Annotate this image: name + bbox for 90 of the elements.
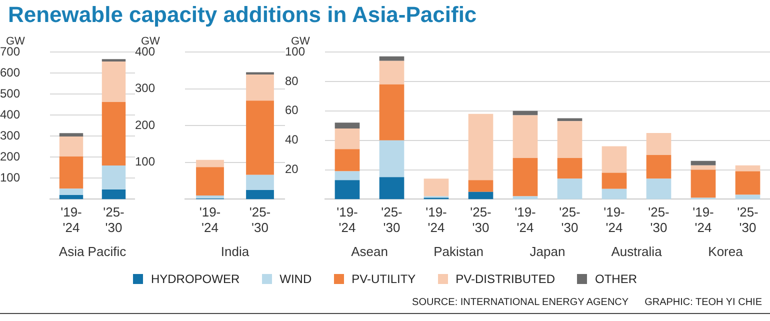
y-tick-label: 60	[285, 103, 299, 118]
bar	[379, 140, 404, 178]
bar	[102, 190, 126, 200]
bar	[512, 110, 538, 116]
bar	[196, 196, 224, 198]
bar	[512, 158, 538, 196]
y-tick-label: 600	[0, 65, 20, 80]
x-tick-label: '19-'24	[692, 204, 714, 236]
bar	[468, 192, 494, 200]
x-tick-label: '25-'30	[648, 204, 670, 236]
bar	[646, 155, 672, 179]
bar	[557, 118, 582, 122]
bar	[59, 188, 84, 195]
bar	[196, 167, 224, 196]
x-tick-label: '19-'24	[336, 204, 358, 236]
y-tick-label: 40	[285, 132, 299, 147]
bar	[59, 156, 84, 189]
bar	[102, 102, 126, 166]
bar	[468, 180, 494, 192]
legend-label: PV-DISTRIBUTED	[454, 272, 556, 286]
x-tick-label: '19-'24	[60, 204, 82, 236]
text: GRAPHIC: TEOH YI CHIE	[644, 297, 762, 308]
x-axis-title: India	[220, 244, 250, 259]
bar	[334, 128, 360, 150]
x-axis-title: Asean	[351, 244, 388, 259]
x-tick-label: '19-'24	[514, 204, 536, 236]
bar	[602, 188, 627, 200]
y-tick-label: 100	[0, 170, 20, 184]
bar	[690, 160, 716, 166]
bar	[557, 178, 582, 200]
x-axis-title: Pakistan	[434, 244, 484, 259]
y-tick-label: 80	[285, 74, 299, 88]
bar	[196, 160, 224, 168]
y-tick-label: 20	[285, 162, 299, 176]
x-tick-label: '25-'30	[559, 204, 580, 236]
y-tick-label: 200	[0, 149, 20, 164]
bar	[646, 178, 672, 200]
y-tick-label: 300	[0, 128, 20, 142]
bar	[246, 100, 274, 175]
legend-label: OTHER	[594, 272, 638, 286]
bar	[246, 190, 274, 200]
x-tick-label: '25-'30	[470, 204, 492, 236]
y-tick-label: 100	[135, 154, 156, 169]
x-axis-title: Japan	[530, 244, 566, 259]
bar	[59, 133, 84, 137]
bar	[424, 178, 449, 196]
bar	[102, 166, 126, 190]
bar	[379, 177, 404, 200]
bar	[59, 194, 84, 200]
bar	[246, 74, 274, 101]
x-axis-title: Australia	[611, 244, 663, 259]
bar	[735, 165, 760, 172]
bar	[735, 171, 760, 195]
legend-label: PV-UTILITY	[350, 272, 416, 286]
x-axis-title: Asia Pacific	[58, 244, 127, 259]
x-tick-label: '19-'24	[426, 204, 447, 236]
bar	[334, 171, 360, 180]
bar	[334, 180, 360, 200]
y-tick-label: 300	[135, 81, 156, 96]
bar	[557, 158, 582, 179]
bar	[468, 114, 494, 180]
source-note: SOURCE: INTERNATIONAL ENERGY AGENCY	[412, 297, 629, 308]
x-axis-title: Korea	[708, 244, 744, 259]
bar	[334, 122, 360, 129]
bar	[690, 165, 716, 170]
bar	[646, 132, 672, 156]
x-tick-label: '25-'30	[737, 204, 758, 236]
text: Renewable capacity additions in Asia-Pacific	[8, 2, 477, 28]
x-tick-label: '25-'30	[381, 204, 402, 236]
bar	[379, 60, 404, 84]
bar	[602, 146, 627, 173]
x-tick-label: '19-'24	[199, 204, 221, 236]
bar	[602, 172, 627, 189]
bar	[102, 61, 126, 102]
bar	[334, 149, 360, 172]
legend-label: WIND	[278, 272, 312, 286]
bar	[379, 56, 404, 61]
y-tick-label: 500	[0, 86, 20, 100]
x-tick-label: '25-'30	[103, 204, 124, 236]
bar	[557, 121, 582, 158]
bar	[379, 84, 404, 140]
bar	[690, 170, 716, 198]
bar	[512, 115, 538, 158]
legend-label: HYDROPOWER	[150, 272, 240, 286]
y-tick-label: 400	[0, 107, 20, 122]
x-tick-label: '19-'24	[604, 204, 625, 236]
bar	[246, 174, 274, 190]
bar	[59, 136, 84, 157]
x-tick-label: '25-'30	[249, 204, 271, 236]
y-tick-label: 200	[135, 118, 156, 132]
